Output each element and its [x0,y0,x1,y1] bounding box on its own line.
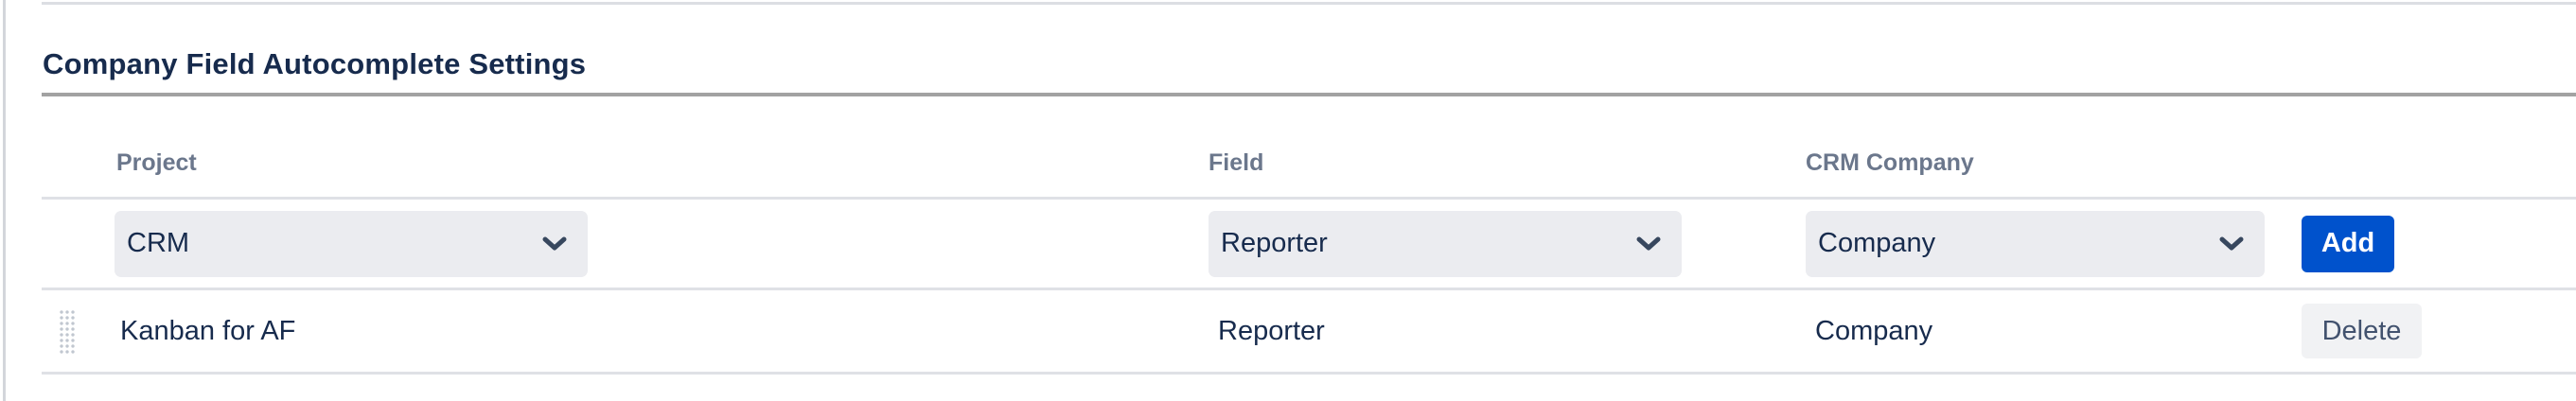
field-select[interactable]: Reporter [1209,210,1682,277]
column-header-project: Project [116,149,197,176]
project-select[interactable]: CRM [115,210,588,277]
crm-company-select[interactable]: Company [1806,210,2265,277]
row-project-name: Kanban for AF [120,315,296,346]
section-top-divider [42,2,2576,5]
chevron-down-icon [1636,236,1661,250]
chevron-down-icon [2219,236,2244,250]
table-header-row: Project Field CRM Company [42,96,2576,200]
row-crm-company-name: Company [1815,315,1933,346]
column-header-actions [2302,177,2576,197]
delete-button[interactable]: Delete [2302,304,2422,358]
title-underline [42,93,2576,96]
row-field-name: Reporter [1218,315,1325,346]
column-header-crm-company: CRM Company [1806,149,1974,176]
add-mapping-form-row: CRM Reporter Company [42,200,2576,290]
drag-handle-icon[interactable] [58,308,75,354]
panel-left-border [3,0,6,401]
chevron-down-icon [542,236,567,250]
project-select-value: CRM [127,228,190,258]
mapping-table-row: Kanban for AF Reporter Company Delete [42,290,2576,375]
add-button[interactable]: Add [2302,215,2394,272]
page-title: Company Field Autocomplete Settings [43,47,587,80]
column-header-field: Field [1209,149,1264,176]
field-select-value: Reporter [1221,228,1328,258]
autocomplete-settings-table: Project Field CRM Company CRM Reporter [42,96,2576,375]
crm-company-select-value: Company [1818,228,1936,258]
